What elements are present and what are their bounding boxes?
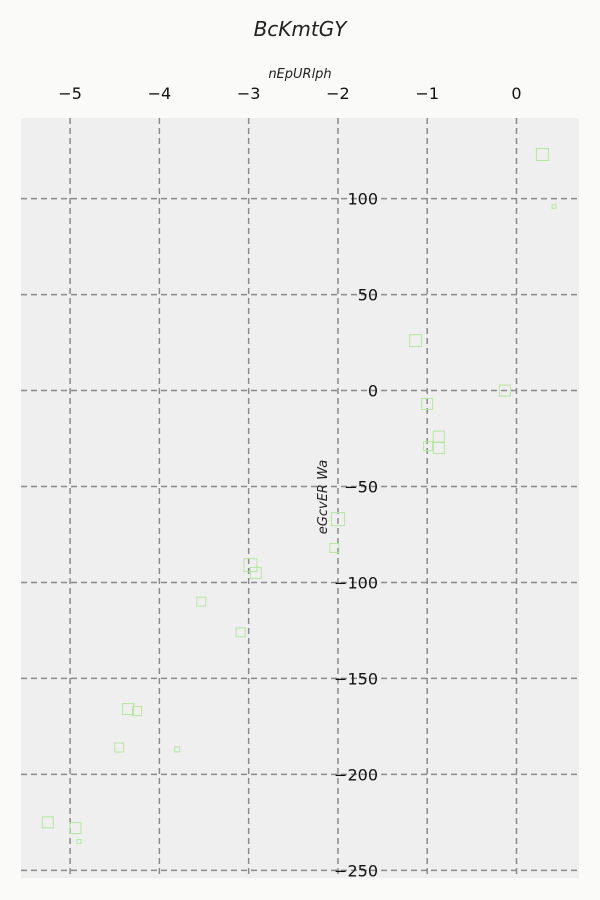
x-axis-label: nEpURlph: [268, 67, 331, 82]
y-tick-label: 50: [358, 286, 378, 305]
grid-lines: [21, 118, 579, 878]
data-point: [409, 334, 423, 348]
data-point: [132, 706, 143, 717]
y-tick-label: −100: [334, 573, 378, 592]
data-points: [41, 147, 557, 845]
data-point: [329, 542, 340, 553]
x-tick-labels: −5 −4 −3 −2 −1 0: [58, 84, 521, 103]
chart-title: BcKmtGY: [254, 17, 349, 41]
x-tick-label: −4: [148, 84, 172, 103]
data-point: [535, 147, 549, 161]
x-tick-label: −3: [237, 84, 261, 103]
data-point: [76, 839, 82, 845]
data-point: [423, 441, 434, 452]
y-axis-label: eGcvER Wa: [316, 460, 331, 534]
data-point: [432, 430, 445, 443]
x-tick-label: −2: [326, 84, 350, 103]
data-point: [196, 596, 207, 607]
plot-area: [21, 118, 579, 878]
y-tick-label: −250: [334, 861, 378, 880]
data-point: [69, 822, 82, 835]
data-point: [122, 703, 135, 716]
y-tick-label: −50: [344, 477, 378, 496]
y-tick-label: 0: [368, 382, 378, 401]
x-tick-label: 0: [511, 84, 521, 103]
y-tick-label: −200: [334, 765, 378, 784]
data-point: [235, 627, 246, 638]
y-tick-label: −150: [334, 669, 378, 688]
x-tick-label: −5: [58, 84, 82, 103]
data-point: [174, 746, 181, 753]
data-point: [41, 816, 54, 829]
data-point: [114, 742, 125, 753]
data-point: [330, 512, 345, 527]
data-point: [249, 566, 262, 579]
data-point: [498, 384, 511, 397]
y-tick-labels: 100 50 0 −50 −100 −150 −200 −250: [334, 190, 378, 881]
y-tick-label: 100: [347, 190, 378, 209]
data-point: [432, 442, 445, 455]
data-point: [551, 203, 557, 209]
x-tick-label: −1: [415, 84, 439, 103]
data-point: [421, 397, 434, 410]
